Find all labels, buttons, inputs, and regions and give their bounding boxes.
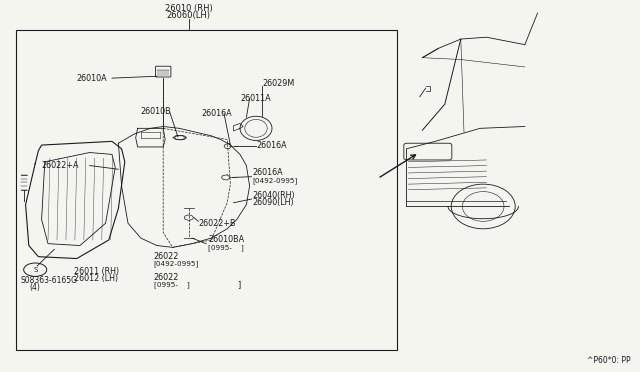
Text: 26022: 26022	[154, 252, 179, 261]
Text: 26011 (RH): 26011 (RH)	[74, 267, 119, 276]
Text: ]: ]	[237, 280, 240, 289]
Text: (4): (4)	[30, 283, 40, 292]
Text: 26060(LH): 26060(LH)	[167, 11, 211, 20]
Bar	[16, 30, 397, 350]
Text: 26022+B: 26022+B	[198, 219, 236, 228]
Text: [0995-    ]: [0995- ]	[208, 244, 244, 251]
Text: [0492-0995]: [0492-0995]	[154, 261, 199, 267]
Text: S08363-6165G: S08363-6165G	[20, 276, 77, 285]
Text: 26010A: 26010A	[77, 74, 108, 83]
Text: [0995-    ]: [0995- ]	[154, 281, 189, 288]
Text: 26016A: 26016A	[253, 169, 284, 177]
Text: S: S	[33, 267, 37, 273]
Text: 26016A: 26016A	[202, 109, 232, 118]
Text: 26010BA: 26010BA	[208, 235, 244, 244]
Text: ^P60*0: PP: ^P60*0: PP	[587, 356, 630, 365]
Text: 26011A: 26011A	[240, 94, 271, 103]
Text: 26090(LH): 26090(LH)	[253, 198, 294, 207]
Text: 26022: 26022	[154, 273, 179, 282]
Text: 26010B: 26010B	[141, 107, 172, 116]
Text: 26016A: 26016A	[256, 141, 287, 150]
Text: 26040(RH): 26040(RH)	[253, 191, 296, 200]
Text: 26029M: 26029M	[262, 79, 294, 88]
Text: 26022+A: 26022+A	[42, 161, 79, 170]
Text: 26012 (LH): 26012 (LH)	[74, 275, 118, 283]
Text: 26010 (RH): 26010 (RH)	[165, 4, 212, 13]
Text: [0492-0995]: [0492-0995]	[253, 177, 298, 184]
